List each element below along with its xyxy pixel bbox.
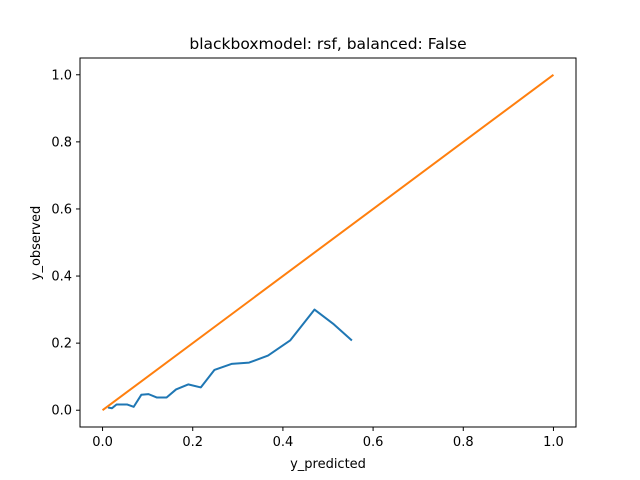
series-line-1 [107, 308, 353, 410]
series-line-2 [101, 73, 555, 412]
y-axis-label: y_observed [29, 206, 44, 280]
x-tick-label: 1.0 [543, 435, 564, 450]
y-tick-label: 0.4 [51, 270, 72, 285]
y-tick-label: 1.0 [51, 68, 72, 83]
x-tick-label: 0.6 [363, 435, 384, 450]
x-tick-label: 0.0 [92, 435, 113, 450]
x-tick-label: 0.4 [273, 435, 294, 450]
x-axis-label: y_predicted [290, 457, 366, 472]
plot-area [101, 73, 555, 412]
y-tick-label: 0.6 [51, 202, 72, 217]
y-tick-label: 0.0 [51, 404, 72, 419]
chart-title: blackboxmodel: rsf, balanced: False [189, 35, 466, 53]
y-tick-label: 0.8 [51, 135, 72, 150]
axis-ticks: 0.0 0.2 0.4 0.6 0.8 1.0 0.0 0.2 0.4 0.6 0.8 1.0 [51, 68, 563, 450]
axes-frame [79, 57, 577, 428]
y-tick-label: 0.2 [51, 337, 72, 352]
x-tick-label: 0.2 [182, 435, 203, 450]
x-tick-label: 0.8 [453, 435, 474, 450]
